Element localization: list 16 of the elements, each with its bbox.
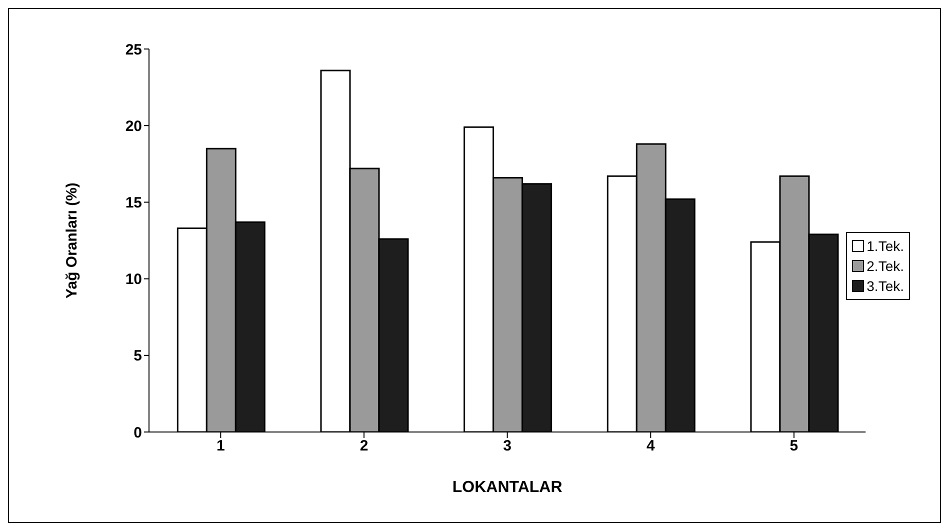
y-tick-label: 15: [125, 194, 142, 212]
y-tick-label: 10: [125, 271, 142, 288]
x-tick-label: 2: [360, 438, 368, 455]
y-tick-label: 20: [125, 118, 142, 135]
x-tick-label: 1: [216, 438, 225, 455]
x-axis-title: LOKANTALAR: [452, 479, 563, 496]
y-axis-title: Yağ Oranları (%): [63, 182, 80, 298]
legend-label: 1.Tek.: [866, 236, 904, 256]
x-tick-label: 3: [503, 438, 512, 455]
legend-label: 3.Tek.: [866, 276, 904, 296]
y-tick-label: 25: [125, 41, 142, 58]
y-tick-label: 0: [134, 424, 142, 442]
y-tick-label: 5: [134, 348, 142, 365]
x-tick-label: 4: [646, 438, 656, 455]
legend-label: 2.Tek.: [866, 256, 904, 276]
x-tick-label: 5: [790, 438, 798, 455]
